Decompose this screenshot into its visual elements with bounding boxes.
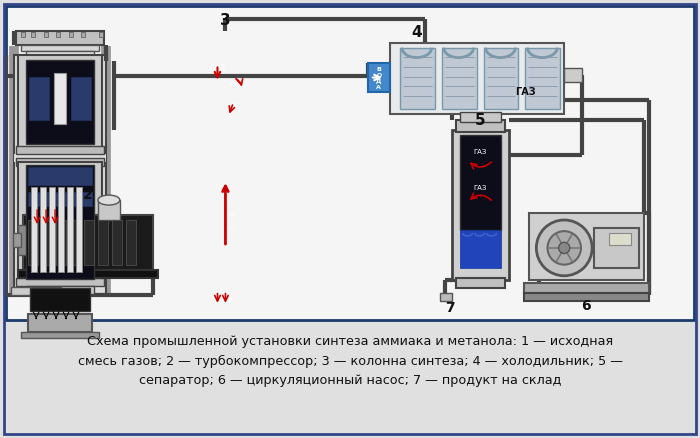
Bar bbox=[40, 187, 46, 272]
Text: А: А bbox=[377, 85, 382, 90]
Bar bbox=[42, 220, 52, 265]
Bar bbox=[524, 293, 649, 301]
Text: 4: 4 bbox=[412, 25, 422, 40]
Bar bbox=[16, 278, 104, 286]
Bar bbox=[98, 220, 108, 265]
Bar bbox=[112, 220, 122, 265]
Bar bbox=[594, 228, 639, 268]
Bar bbox=[6, 6, 694, 320]
Text: ГАЗ: ГАЗ bbox=[225, 212, 236, 216]
Text: ГАЗ: ГАЗ bbox=[209, 64, 225, 73]
Bar bbox=[44, 32, 48, 37]
Bar bbox=[456, 278, 505, 288]
Bar bbox=[11, 287, 61, 295]
Bar bbox=[84, 220, 94, 265]
Bar bbox=[56, 32, 60, 37]
Bar bbox=[23, 215, 153, 270]
Ellipse shape bbox=[68, 195, 90, 205]
Bar bbox=[69, 32, 73, 37]
Bar bbox=[70, 220, 80, 265]
Text: ГАЗ: ГАЗ bbox=[218, 297, 233, 303]
Text: смесь газов; 2 — турбокомпрессор; 3 — колонна синтеза; 4 — холодильник; 5 —: смесь газов; 2 — турбокомпрессор; 3 — ко… bbox=[78, 354, 622, 367]
Text: ГАЗ: ГАЗ bbox=[474, 149, 487, 155]
Bar bbox=[49, 187, 55, 272]
Text: ГАЗ: ГАЗ bbox=[225, 227, 236, 233]
Text: сепаратор; 6 — циркуляционный насос; 7 — продукт на склад: сепаратор; 6 — циркуляционный насос; 7 —… bbox=[139, 374, 561, 388]
Bar bbox=[28, 167, 92, 185]
Bar bbox=[460, 230, 501, 268]
Bar bbox=[31, 32, 35, 37]
Circle shape bbox=[536, 220, 592, 276]
Bar bbox=[368, 63, 390, 92]
Bar bbox=[14, 154, 106, 162]
Text: 1: 1 bbox=[56, 298, 66, 312]
Bar bbox=[13, 233, 21, 247]
Bar bbox=[126, 220, 136, 265]
Bar bbox=[18, 55, 102, 149]
Bar bbox=[98, 200, 120, 220]
Bar bbox=[29, 77, 49, 120]
Bar bbox=[26, 60, 94, 144]
Bar bbox=[14, 55, 106, 294]
Text: ГАЗ: ГАЗ bbox=[474, 185, 487, 191]
Bar bbox=[26, 51, 94, 55]
Bar bbox=[484, 48, 519, 110]
Bar bbox=[400, 48, 435, 110]
Bar bbox=[26, 286, 94, 294]
Bar bbox=[452, 131, 510, 280]
Bar bbox=[529, 213, 644, 280]
Bar bbox=[28, 314, 92, 332]
Text: 2: 2 bbox=[83, 188, 93, 202]
Text: ГАЗ: ГАЗ bbox=[230, 102, 242, 107]
Bar bbox=[564, 67, 582, 82]
Bar bbox=[30, 288, 90, 311]
Bar bbox=[54, 73, 66, 124]
Bar bbox=[28, 220, 38, 265]
Bar bbox=[442, 48, 477, 110]
Bar bbox=[18, 225, 38, 255]
Bar bbox=[460, 135, 501, 230]
Bar bbox=[21, 332, 99, 338]
Bar bbox=[16, 31, 104, 45]
Bar bbox=[58, 187, 64, 272]
Bar bbox=[21, 45, 99, 51]
Bar bbox=[56, 220, 66, 265]
Text: В: В bbox=[377, 67, 382, 72]
Bar bbox=[390, 42, 564, 114]
Bar bbox=[16, 146, 104, 154]
Bar bbox=[609, 233, 631, 245]
Ellipse shape bbox=[98, 195, 120, 205]
Text: 6: 6 bbox=[581, 299, 591, 313]
Circle shape bbox=[547, 231, 581, 265]
Text: 7: 7 bbox=[444, 300, 454, 314]
Bar bbox=[524, 283, 649, 293]
Bar bbox=[76, 187, 82, 272]
Bar bbox=[67, 187, 73, 272]
Bar bbox=[456, 120, 505, 132]
Bar bbox=[68, 200, 90, 220]
Bar bbox=[440, 293, 452, 301]
Bar bbox=[21, 32, 25, 37]
Text: ГАЗ: ГАЗ bbox=[515, 88, 536, 97]
Bar bbox=[71, 77, 91, 120]
Circle shape bbox=[559, 242, 570, 254]
Bar bbox=[31, 187, 37, 272]
Bar bbox=[18, 270, 158, 278]
Text: Схема промышленной установки синтеза аммиака и метанола: 1 — исходная: Схема промышленной установки синтеза амм… bbox=[87, 335, 613, 348]
Bar bbox=[18, 162, 102, 282]
Text: О: О bbox=[377, 73, 382, 78]
Bar bbox=[81, 32, 85, 37]
Bar bbox=[16, 158, 104, 166]
Text: 5: 5 bbox=[475, 113, 486, 128]
Bar bbox=[526, 48, 560, 110]
Bar bbox=[460, 113, 501, 122]
Bar bbox=[26, 165, 94, 279]
Text: 3: 3 bbox=[220, 13, 231, 28]
Text: Д: Д bbox=[376, 79, 382, 84]
Bar bbox=[28, 192, 92, 206]
Text: ГАЗ: ГАЗ bbox=[230, 82, 242, 87]
Bar bbox=[99, 32, 103, 37]
